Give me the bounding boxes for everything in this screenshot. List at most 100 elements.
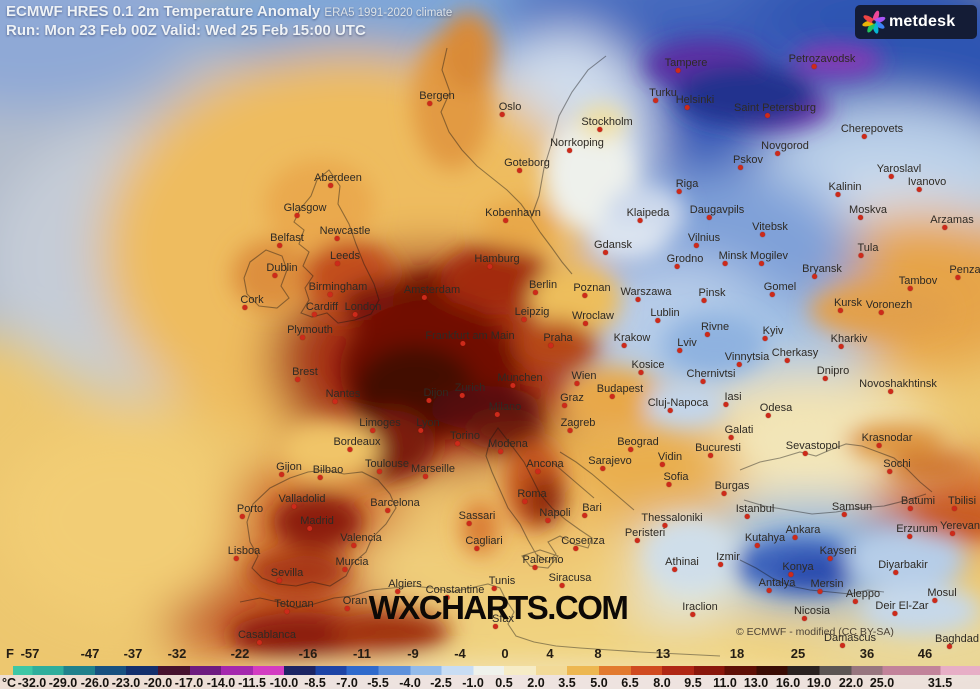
city-marker [334, 261, 340, 266]
fahrenheit-tick: 18 [729, 646, 745, 661]
city-marker [878, 310, 884, 315]
city-marker [582, 513, 587, 518]
city-label: Zurich [455, 382, 485, 398]
city-label: Tambov [899, 275, 937, 291]
city-label: Batumi [901, 495, 935, 511]
city-label: Zagreb [561, 417, 595, 433]
city-marker [628, 447, 633, 452]
city-label: Kutahya [745, 532, 785, 548]
fahrenheit-tick: 46 [917, 646, 933, 661]
city-label: Cosenza [561, 535, 605, 551]
city-marker [852, 599, 858, 604]
city-marker [785, 358, 790, 363]
fahrenheit-tick: -4 [454, 646, 466, 661]
city-marker [426, 101, 432, 106]
city-marker [717, 562, 723, 567]
city-marker [311, 312, 317, 317]
city-label: Mersin [810, 578, 844, 594]
city-label: Lisboa [228, 545, 260, 561]
city-marker [706, 215, 712, 220]
city-label: Amsterdam [404, 284, 460, 300]
celsius-tick: -7.0 [336, 676, 358, 689]
city-marker [609, 394, 615, 399]
colorbar-fahrenheit-row: F -57 -47 -37 -32 -22 -16 -11 -9 -4 0 4 8 13 18 25 36 46 [0, 646, 980, 661]
city-marker [353, 312, 358, 317]
city-label: Tunis [489, 575, 515, 591]
city-label: Munchen [497, 372, 543, 388]
city-label: Casablanca [238, 629, 296, 645]
city-marker [295, 377, 300, 382]
fahrenheit-tick: 4 [546, 646, 554, 661]
city-label: Vidin [658, 451, 682, 467]
city-marker [492, 624, 498, 629]
city-label: Diyarbakir [878, 559, 928, 575]
title-line: ECMWF HRES 0.1 2m Temperature Anomaly ER… [6, 3, 452, 22]
city-label: Wien [571, 370, 597, 386]
city-marker [828, 556, 833, 561]
city-label: Milano [489, 401, 521, 417]
celsius-tick: -5.5 [367, 676, 389, 689]
city-marker [422, 474, 428, 479]
city-marker [567, 148, 572, 153]
city-marker [690, 612, 695, 617]
city-marker [522, 499, 527, 504]
celsius-tick: 8.0 [653, 676, 671, 689]
city-label: Vitebsk [752, 221, 788, 237]
city-label: Sarajevo [588, 455, 632, 471]
city-marker [328, 292, 333, 297]
city-marker [376, 469, 382, 474]
city-label: Graz [560, 392, 584, 408]
celsius-tick: 0.5 [495, 676, 513, 689]
city-marker [272, 273, 277, 278]
city-marker [891, 611, 897, 616]
city-marker [328, 183, 333, 188]
city-label: Algiers [388, 578, 422, 594]
city-label: Chernivtsi [687, 368, 735, 384]
city-marker [745, 514, 750, 519]
city-marker [684, 105, 690, 110]
city-label: Krasnodar [862, 432, 912, 448]
city-marker [755, 543, 760, 548]
colorbar-celsius-row: °C -32.0 -29.0 -26.0 -23.0 -20.0 -17.0 -14.0 -1… [0, 676, 980, 689]
fahrenheit-tick: -37 [123, 646, 143, 661]
city-label: Pinsk [699, 287, 725, 303]
city-marker [765, 113, 770, 118]
city-marker [702, 298, 707, 303]
city-marker [582, 293, 587, 298]
city-label: Bilbao [313, 464, 343, 480]
city-label: Glasgow [284, 202, 326, 218]
city-label: Yaroslavl [877, 163, 921, 179]
city-label: Praha [543, 332, 573, 348]
city-marker [497, 449, 503, 454]
city-marker [279, 472, 284, 477]
city-marker [241, 305, 247, 310]
city-label: Frankfurt am Main [425, 330, 515, 346]
city-label: Sassari [459, 510, 495, 526]
city-label: Goteborg [504, 157, 550, 173]
city-marker [492, 586, 497, 591]
city-marker [841, 512, 847, 517]
city-marker [892, 570, 898, 575]
city-label: Cork [240, 294, 264, 310]
city-marker [738, 165, 743, 170]
city-label: Cagliari [465, 535, 503, 551]
city-label: Lublin [650, 307, 680, 323]
city-label: Sofia [663, 471, 689, 487]
city-label: Iraclion [682, 601, 718, 617]
city-marker [942, 225, 947, 230]
fahrenheit-unit-label: F [6, 646, 14, 661]
run-valid-line: Run: Mon 23 Feb 00Z Valid: Wed 25 Feb 15… [6, 21, 366, 39]
city-marker [705, 332, 710, 337]
city-marker [694, 243, 699, 248]
city-marker [622, 343, 627, 348]
city-marker [858, 215, 863, 220]
city-marker [638, 370, 643, 375]
city-label: London [345, 301, 381, 317]
city-label: Valencia [340, 532, 382, 548]
celsius-tick: 16.0 [775, 676, 801, 689]
city-marker [239, 514, 245, 519]
fahrenheit-tick: 36 [859, 646, 875, 661]
city-label: Odesa [760, 402, 792, 418]
city-marker [787, 572, 793, 577]
